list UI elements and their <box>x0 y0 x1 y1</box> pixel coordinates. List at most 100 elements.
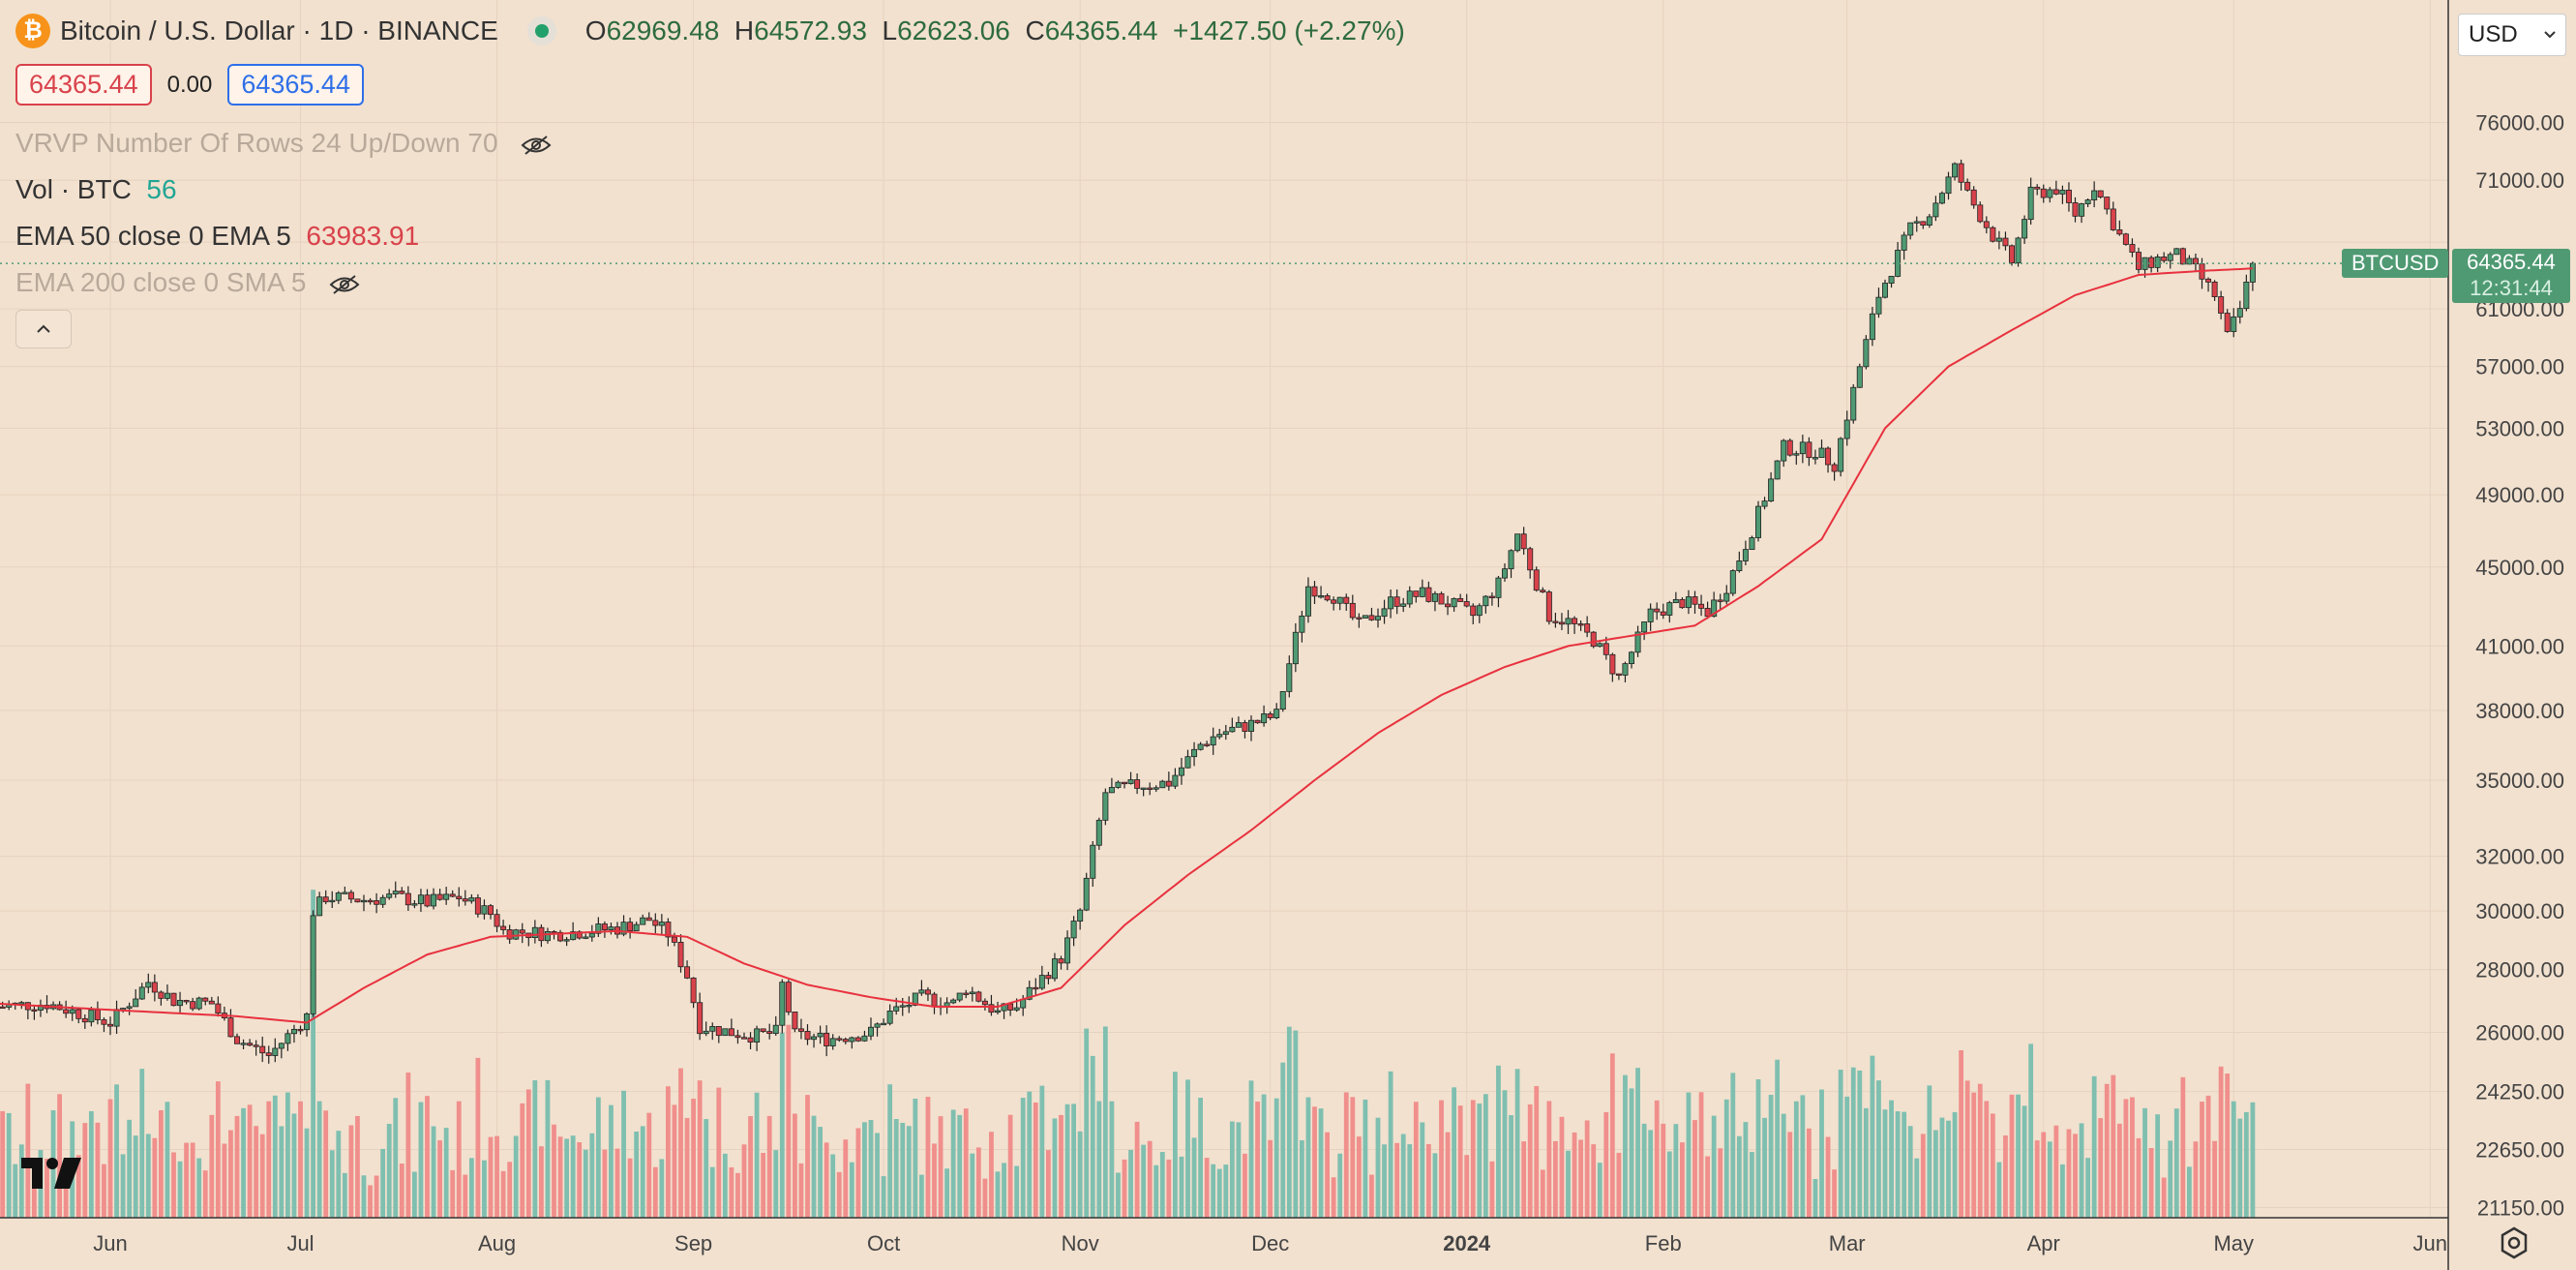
price-tick-label: 41000.00 <box>2475 634 2564 658</box>
volume-bar <box>1470 1100 1476 1218</box>
candle-body <box>500 925 507 930</box>
volume-bar <box>1223 1164 1229 1218</box>
volume-bar <box>1768 1095 1774 1218</box>
candle-body <box>360 899 367 903</box>
candle-body <box>310 915 316 1014</box>
volume-bar <box>1286 1026 1292 1218</box>
volume-bar <box>773 1150 779 1218</box>
candle-body <box>1945 176 1952 195</box>
volume-bar <box>2136 1137 2142 1218</box>
candle-body <box>1672 598 1679 604</box>
chart-settings-icon[interactable] <box>2497 1225 2531 1260</box>
time-tick-label: Oct <box>867 1231 900 1255</box>
volume-bar <box>1147 1140 1153 1218</box>
volume-bar <box>228 1130 233 1218</box>
tradingview-logo-icon[interactable] <box>21 1158 83 1193</box>
buy-price-button[interactable]: 64365.44 <box>227 64 364 106</box>
volume-bar <box>2104 1083 2110 1218</box>
symbol-title[interactable]: Bitcoin / U.S. Dollar · 1D · BINANCE <box>60 15 498 45</box>
candle-body <box>1786 439 1793 456</box>
market-status-icon[interactable] <box>526 16 556 45</box>
volume-bar <box>468 1158 474 1218</box>
volume-bar <box>595 1097 601 1218</box>
candle-body <box>1463 601 1470 607</box>
volume-bar <box>1432 1153 1438 1218</box>
currency-select[interactable]: USD <box>2458 14 2566 56</box>
time-tick-label: Jun <box>93 1231 127 1255</box>
volume-bar <box>735 1172 740 1218</box>
volume-bar <box>1527 1104 1533 1218</box>
candle-body <box>1888 276 1895 284</box>
candle-body <box>335 892 342 901</box>
volume-bar <box>1420 1122 1425 1218</box>
candle-body <box>2135 252 2142 270</box>
volume-bar <box>583 1149 588 1218</box>
candle-body <box>797 1028 804 1032</box>
ema50-legend[interactable]: EMA 50 close 0 EMA 5 63983.91 <box>15 221 420 251</box>
volume-bar <box>88 1110 94 1218</box>
volume-bar <box>1312 1106 1317 1218</box>
candle-body <box>1013 1007 1020 1011</box>
hidden-eye-icon[interactable] <box>329 274 360 295</box>
candle-body <box>956 992 963 1001</box>
candle-body <box>2243 282 2250 310</box>
candle-body <box>1692 596 1698 605</box>
sell-price-button[interactable]: 64365.44 <box>15 64 152 106</box>
candle-body <box>2084 199 2091 204</box>
candle-body <box>588 932 595 938</box>
candle-body <box>1995 237 2002 242</box>
candle-body <box>1597 643 1603 648</box>
ema50-value: 63983.91 <box>306 221 420 251</box>
volume-bar <box>209 1114 215 1218</box>
candle-body <box>1267 713 1273 718</box>
candle-body <box>1831 464 1838 472</box>
collapse-legend-button[interactable] <box>15 310 72 348</box>
volume-bar <box>107 1099 113 1218</box>
volume-bar <box>1388 1071 1393 1218</box>
candle-body <box>1932 202 1939 218</box>
price-axis[interactable]: 21150.00 22650.00 24250.00 26000.00 28000.00… <box>2475 111 2564 1221</box>
candle-body <box>924 989 931 995</box>
volume-bar <box>1927 1085 1932 1218</box>
volume-bar <box>609 1104 614 1218</box>
candle-body <box>195 997 202 1010</box>
chevron-up-icon <box>37 324 50 333</box>
volume-bar <box>196 1158 202 1218</box>
hidden-eye-icon[interactable] <box>521 135 552 156</box>
volume-bar <box>1920 1134 1926 1218</box>
volume-bar <box>957 1114 963 1218</box>
candle-body <box>2079 203 2085 217</box>
candle-body <box>1153 787 1159 790</box>
volume-bar <box>165 1102 170 1218</box>
candle-body <box>1077 909 1084 922</box>
candle-body <box>2008 245 2015 263</box>
volume-bar <box>1457 1105 1463 1218</box>
volume-bar <box>316 1101 322 1218</box>
spread-value: 0.00 <box>166 71 213 98</box>
candle-body <box>1324 595 1331 601</box>
volume-bar <box>798 1163 804 1218</box>
volume-bar <box>1356 1136 1362 1218</box>
volume-bar <box>525 1089 531 1218</box>
volume-bar <box>614 1148 620 1218</box>
candle-body <box>404 892 411 906</box>
candle-body <box>75 1009 82 1019</box>
volume-bar <box>855 1128 861 1218</box>
time-axis[interactable]: Jun Jul Aug Sep Oct Nov Dec 2024 Feb Mar Apr May Jun <box>93 1231 2447 1255</box>
candle-body <box>931 993 938 1007</box>
candle-body <box>734 1035 741 1039</box>
candle-body <box>1431 592 1438 602</box>
candle-body <box>1558 621 1565 625</box>
candle-body <box>1514 533 1521 552</box>
ema200-legend[interactable]: EMA 200 close 0 SMA 5 <box>15 267 360 298</box>
volume-bar <box>1996 1162 2002 1218</box>
candle-body <box>456 895 463 899</box>
candle-body <box>367 899 374 903</box>
volume-bar <box>1540 1169 1545 1218</box>
volume-bar <box>1609 1053 1615 1218</box>
candle-body <box>608 926 614 931</box>
vrvp-legend[interactable]: VRVP Number Of Rows 24 Up/Down 70 <box>15 128 552 159</box>
volume-legend[interactable]: Vol · BTC 56 <box>15 174 177 204</box>
candle-body <box>1806 441 1812 459</box>
